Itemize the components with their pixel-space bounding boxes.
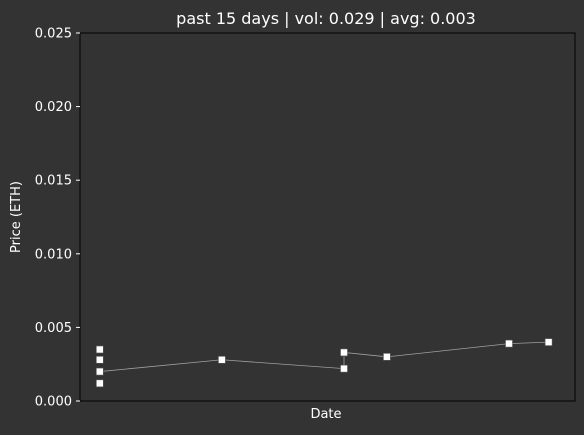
y-axis-label: Price (ETH) xyxy=(9,181,24,253)
y-tick-label: 0.005 xyxy=(35,321,72,336)
y-tick-label: 0.015 xyxy=(35,174,72,189)
data-point xyxy=(96,379,104,388)
data-point xyxy=(383,353,391,361)
data-point xyxy=(544,338,553,346)
data-point xyxy=(96,367,104,376)
y-tick-label: 0.020 xyxy=(35,100,72,115)
x-axis-label: Date xyxy=(310,407,341,422)
data-point xyxy=(96,355,104,364)
data-point xyxy=(218,355,226,364)
y-tick-label: 0.000 xyxy=(35,395,72,410)
y-tick-label: 0.025 xyxy=(35,27,72,42)
plot-area xyxy=(79,32,576,402)
data-point xyxy=(340,348,348,357)
data-point xyxy=(505,339,513,348)
y-axis: 0.000 0.005 0.010 0.015 0.020 0.025 xyxy=(35,27,80,410)
y-tick-label: 0.010 xyxy=(35,247,72,262)
points-layer xyxy=(96,338,553,388)
chart-title: past 15 days | vol: 0.029 | avg: 0.003 xyxy=(176,9,476,28)
data-point xyxy=(340,364,348,373)
data-point xyxy=(96,345,104,354)
